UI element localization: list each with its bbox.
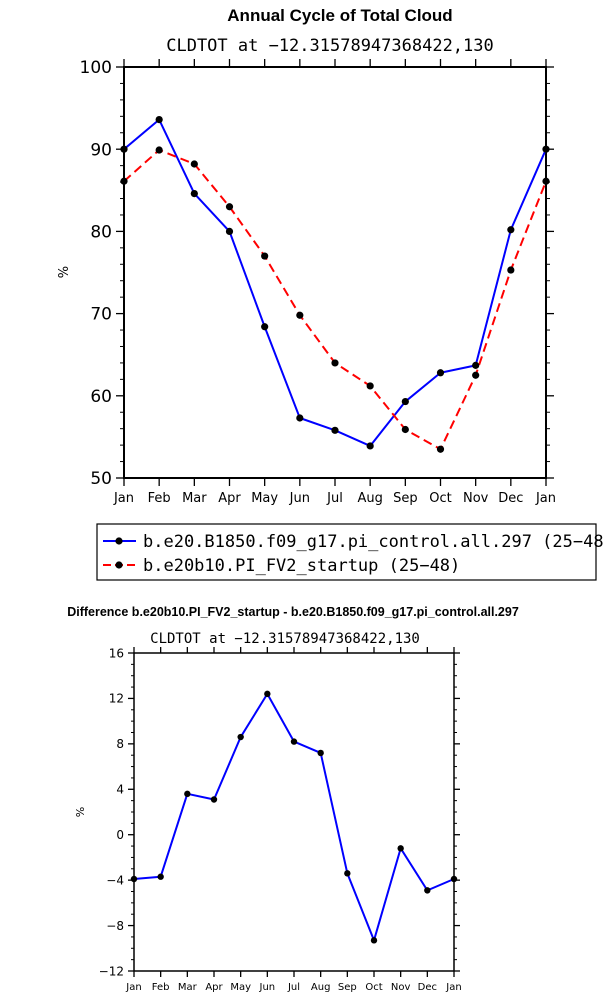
- data-point: [225, 203, 234, 211]
- chart1-plot-frame: [123, 66, 547, 479]
- data-point: [436, 369, 445, 377]
- x-tick-label: Jan: [113, 491, 134, 506]
- x-tick-label: Oct: [429, 491, 451, 506]
- x-tick-label: Oct: [365, 982, 382, 993]
- y-tick-label: 12: [109, 692, 124, 706]
- y-tick-label: 50: [90, 469, 112, 489]
- data-point: [225, 227, 234, 235]
- y-tick-label: 60: [90, 387, 112, 407]
- data-point: [472, 361, 480, 369]
- data-point: [290, 738, 298, 745]
- x-tick-label: Jan: [125, 982, 141, 993]
- x-tick-label: Jan: [535, 491, 556, 506]
- data-point: [397, 845, 404, 852]
- data-point: [436, 445, 445, 453]
- chart1-title: Annual Cycle of Total Cloud: [227, 6, 452, 25]
- data-point: [507, 266, 515, 274]
- data-point: [450, 875, 458, 883]
- x-tick-label: Feb: [148, 491, 171, 506]
- y-tick-label: 4: [116, 783, 124, 797]
- y-tick-label: −12: [99, 964, 124, 978]
- data-point: [261, 252, 269, 260]
- legend-marker: [115, 561, 123, 569]
- data-point: [401, 425, 409, 434]
- data-point: [120, 177, 128, 185]
- data-point: [507, 226, 515, 234]
- x-tick-label: May: [230, 982, 251, 993]
- x-tick-label: Aug: [311, 982, 331, 993]
- data-point: [261, 323, 269, 331]
- data-point: [542, 145, 550, 153]
- y-tick-label: 0: [116, 828, 124, 842]
- legend-label-0: b.e20.B1850.f09_g17.pi_control.all.297 (…: [143, 532, 603, 552]
- x-tick-label: Dec: [418, 982, 437, 993]
- data-point: [370, 937, 378, 944]
- data-point: [184, 790, 191, 798]
- data-point: [264, 690, 271, 698]
- chart2-ylabel: %: [74, 807, 87, 817]
- data-point: [317, 749, 324, 757]
- x-tick-label: Nov: [391, 982, 411, 993]
- data-point: [130, 875, 138, 883]
- data-point: [210, 796, 218, 803]
- y-tick-label: 70: [90, 305, 112, 325]
- y-tick-label: 90: [90, 140, 112, 160]
- x-tick-label: May: [251, 491, 278, 506]
- data-point: [190, 160, 198, 168]
- data-point: [366, 442, 374, 450]
- y-tick-label: 16: [109, 646, 124, 660]
- data-point: [424, 887, 431, 894]
- data-point: [401, 397, 409, 406]
- x-tick-label: Jun: [289, 491, 310, 506]
- series-line-0: [133, 692, 455, 942]
- data-point: [331, 426, 339, 434]
- data-point: [366, 382, 374, 390]
- x-tick-label: Feb: [152, 982, 170, 993]
- x-tick-label: Jun: [259, 982, 276, 993]
- data-point: [120, 145, 128, 153]
- x-tick-label: Jul: [287, 982, 300, 993]
- x-tick-label: Sep: [393, 491, 418, 506]
- data-point: [472, 371, 480, 379]
- y-tick-label: 100: [80, 58, 112, 78]
- data-point: [155, 146, 163, 154]
- chart1-subtitle: CLDTOT at −12.31578947368422,130: [166, 36, 494, 56]
- data-point: [331, 359, 339, 367]
- x-tick-label: Nov: [463, 491, 489, 506]
- series-line-0: [123, 118, 547, 447]
- data-point: [155, 116, 163, 124]
- legend-marker: [115, 537, 123, 545]
- data-point: [542, 177, 550, 185]
- data-point: [157, 873, 164, 880]
- data-point: [296, 311, 304, 319]
- data-point: [344, 870, 351, 877]
- x-tick-label: Jul: [326, 491, 343, 506]
- chart2-subtitle: CLDTOT at −12.31578947368422,130: [150, 631, 420, 647]
- y-tick-label: 8: [116, 737, 124, 751]
- data-point: [237, 733, 244, 741]
- x-tick-label: Apr: [218, 491, 241, 506]
- x-tick-label: Sep: [338, 982, 357, 993]
- chart1-ylabel: %: [57, 266, 72, 278]
- x-tick-label: Mar: [178, 982, 198, 993]
- data-point: [296, 414, 304, 422]
- chart2-title: Difference b.e20b10.PI_FV2_startup - b.e…: [67, 605, 519, 619]
- y-tick-label: 80: [90, 223, 112, 243]
- x-tick-label: Dec: [498, 491, 523, 506]
- x-tick-label: Jan: [445, 982, 461, 993]
- x-tick-label: Apr: [205, 982, 223, 993]
- y-tick-label: −4: [106, 873, 124, 887]
- x-tick-label: Mar: [182, 491, 207, 506]
- y-tick-label: −8: [106, 919, 124, 933]
- series-line-1: [123, 149, 547, 451]
- chart1-legend-box: [96, 523, 597, 581]
- legend-label-1: b.e20b10.PI_FV2_startup (25−48): [143, 556, 460, 576]
- data-point: [190, 189, 198, 198]
- x-tick-label: Aug: [357, 491, 382, 506]
